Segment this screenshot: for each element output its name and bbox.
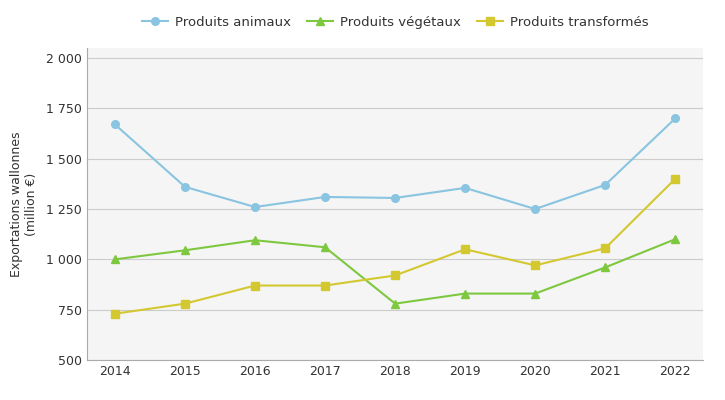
Produits végétaux — [251, 238, 260, 243]
Produits transformés — [531, 263, 539, 268]
Produits végétaux — [391, 301, 399, 306]
Produits animaux — [320, 194, 329, 199]
Produits végétaux — [461, 291, 470, 296]
Produits animaux — [671, 116, 679, 121]
Produits transformés — [391, 273, 399, 278]
Produits transformés — [601, 246, 610, 251]
Produits transformés — [320, 283, 329, 288]
Produits transformés — [111, 311, 120, 316]
Produits végétaux — [671, 237, 679, 242]
Legend: Produits animaux, Produits végétaux, Produits transformés: Produits animaux, Produits végétaux, Pro… — [137, 11, 653, 34]
Produits végétaux — [181, 248, 189, 253]
Produits animaux — [531, 207, 539, 212]
Line: Produits transformés: Produits transformés — [111, 175, 679, 318]
Produits transformés — [181, 301, 189, 306]
Produits animaux — [251, 205, 260, 210]
Produits animaux — [391, 196, 399, 200]
Line: Produits végétaux: Produits végétaux — [111, 236, 679, 308]
Produits transformés — [251, 283, 260, 288]
Line: Produits animaux: Produits animaux — [111, 115, 679, 213]
Produits végétaux — [320, 245, 329, 250]
Produits végétaux — [601, 265, 610, 270]
Produits végétaux — [111, 257, 120, 262]
Produits végétaux — [531, 291, 539, 296]
Produits animaux — [111, 122, 120, 127]
Produits transformés — [671, 176, 679, 181]
Produits transformés — [461, 247, 470, 252]
Produits animaux — [461, 186, 470, 190]
Produits animaux — [601, 182, 610, 187]
Produits animaux — [181, 184, 189, 189]
Y-axis label: Exportations wallonnes
(million €): Exportations wallonnes (million €) — [10, 131, 38, 277]
